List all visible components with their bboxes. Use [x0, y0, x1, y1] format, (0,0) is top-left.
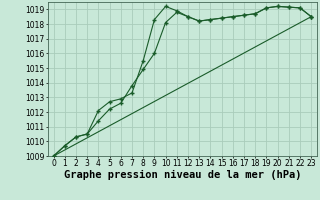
X-axis label: Graphe pression niveau de la mer (hPa): Graphe pression niveau de la mer (hPa) — [64, 170, 301, 180]
